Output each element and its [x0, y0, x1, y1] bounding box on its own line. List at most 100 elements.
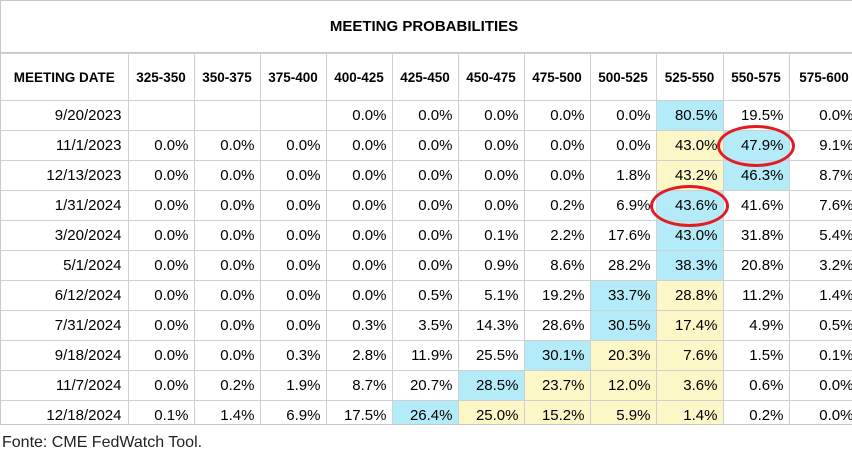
- probability-cell: 7.6%: [655, 340, 724, 371]
- probability-cell: 6.9%: [259, 400, 327, 424]
- table-row: 3/20/2024 0.0% 0.0% 0.0% 0.0% 0.0% 0.1% 2.2% 17.…: [1, 220, 852, 251]
- probability-cell: 0.0%: [325, 190, 393, 221]
- meeting-date-cell: 6/12/2024: [1, 280, 129, 311]
- probability-cell: 0.0%: [193, 340, 261, 371]
- probability-cell: 43.2%: [655, 160, 724, 191]
- probability-cell: 38.3%: [655, 250, 724, 281]
- meeting-date-cell: 1/31/2024: [1, 190, 129, 221]
- table-row: 1/31/2024 0.0% 0.0% 0.0% 0.0% 0.0% 0.0% 0.2% 6.9…: [1, 190, 852, 221]
- table-row: 12/13/2023 0.0% 0.0% 0.0% 0.0% 0.0% 0.0% 0.0% 1.…: [1, 160, 852, 191]
- probability-cell: 0.0%: [523, 160, 591, 191]
- probability-cell: 5.9%: [589, 400, 657, 424]
- probability-cell: 28.5%: [457, 370, 525, 401]
- probability-cell: 6.9%: [589, 190, 657, 221]
- probability-cell: 0.5%: [788, 310, 852, 341]
- probability-cell: 30.5%: [589, 310, 657, 341]
- probability-cell: 0.2%: [523, 190, 591, 221]
- probability-cell: 0.0%: [457, 160, 525, 191]
- probability-cell: 1.9%: [259, 370, 327, 401]
- probability-cell: 0.0%: [589, 130, 657, 161]
- probability-cell: 7.6%: [788, 190, 852, 221]
- column-header-350-375: 350-375: [193, 53, 261, 101]
- probability-cell: 43.6%: [655, 190, 724, 221]
- probability-cell: 20.8%: [722, 250, 790, 281]
- probability-cell: 11.2%: [722, 280, 790, 311]
- meeting-date-cell: 9/20/2023: [1, 100, 129, 131]
- header-row: MEETING DATE 325-350 350-375 375-400 400-425…: [1, 53, 852, 101]
- column-header-400-425: 400-425: [325, 53, 393, 101]
- probability-cell: 28.8%: [655, 280, 724, 311]
- probability-cell: 0.0%: [127, 220, 195, 251]
- probability-cell: 0.0%: [325, 220, 393, 251]
- probability-cell: 43.0%: [655, 220, 724, 251]
- probability-cell: 0.0%: [325, 160, 393, 191]
- probability-cell: 0.0%: [457, 130, 525, 161]
- probability-cell: 23.7%: [523, 370, 591, 401]
- probability-cell: 11.9%: [391, 340, 459, 371]
- probability-cell: [259, 100, 327, 131]
- probability-cell: 0.6%: [722, 370, 790, 401]
- column-header-325-350: 325-350: [127, 53, 195, 101]
- probability-cell: 1.4%: [193, 400, 261, 424]
- probability-cell: 0.0%: [523, 130, 591, 161]
- probability-cell: 0.0%: [259, 310, 327, 341]
- probability-cell: 47.9%: [722, 130, 790, 161]
- probability-cell: 0.0%: [127, 340, 195, 371]
- probability-cell: 25.5%: [457, 340, 525, 371]
- probability-cell: 19.2%: [523, 280, 591, 311]
- probability-cell: 3.6%: [655, 370, 724, 401]
- probability-cell: 0.0%: [523, 100, 591, 131]
- meeting-date-cell: 11/1/2023: [1, 130, 129, 161]
- probability-cell: 0.0%: [127, 190, 195, 221]
- probability-cell: 0.0%: [788, 370, 852, 401]
- probability-cell: 3.2%: [788, 250, 852, 281]
- column-header-525-550: 525-550: [655, 53, 724, 101]
- probability-cell: 25.0%: [457, 400, 525, 424]
- probability-cell: 8.6%: [523, 250, 591, 281]
- probability-cell: 0.0%: [391, 250, 459, 281]
- probability-cell: 0.0%: [193, 130, 261, 161]
- probability-cell: 0.0%: [259, 190, 327, 221]
- column-header-425-450: 425-450: [391, 53, 459, 101]
- probability-cell: 0.0%: [193, 220, 261, 251]
- probability-cell: 9.1%: [788, 130, 852, 161]
- table-row: 11/7/2024 0.0% 0.2% 1.9% 8.7% 20.7% 28.5% 23.7%…: [1, 370, 852, 401]
- source-note: Fonte: CME FedWatch Tool.: [2, 434, 203, 451]
- probability-cell: 0.0%: [193, 310, 261, 341]
- probability-cell: 20.3%: [589, 340, 657, 371]
- probability-cell: 0.1%: [127, 400, 195, 424]
- probability-cell: 0.0%: [259, 130, 327, 161]
- column-header-475-500: 475-500: [523, 53, 591, 101]
- probability-cell: 33.7%: [589, 280, 657, 311]
- probability-cell: 0.9%: [457, 250, 525, 281]
- probability-cell: 5.4%: [788, 220, 852, 251]
- probability-table-frame: MEETING PROBABILITIES MEETING DATE 325-35…: [0, 0, 852, 425]
- probability-cell: 4.9%: [722, 310, 790, 341]
- probability-cell: 0.0%: [325, 250, 393, 281]
- probability-cell: 0.0%: [127, 280, 195, 311]
- table-row: 9/18/2024 0.0% 0.0% 0.3% 2.8% 11.9% 25.5% 30.1%…: [1, 340, 852, 371]
- probability-cell: 46.3%: [722, 160, 790, 191]
- table-row: 11/1/2023 0.0% 0.0% 0.0% 0.0% 0.0% 0.0% 0.0% 0.0…: [1, 130, 852, 161]
- probability-cell: 30.1%: [523, 340, 591, 371]
- probability-cell: 0.0%: [259, 160, 327, 191]
- probability-cell: 41.6%: [722, 190, 790, 221]
- probability-cell: 14.3%: [457, 310, 525, 341]
- probability-cell: 0.0%: [259, 250, 327, 281]
- probability-cell: 17.4%: [655, 310, 724, 341]
- probability-cell: 0.2%: [722, 400, 790, 424]
- probability-cell: 43.0%: [655, 130, 724, 161]
- probability-cell: 0.0%: [457, 190, 525, 221]
- meeting-date-cell: 11/7/2024: [1, 370, 129, 401]
- column-header-500-525: 500-525: [589, 53, 657, 101]
- column-header-550-575: 550-575: [722, 53, 790, 101]
- probability-cell: 0.0%: [193, 280, 261, 311]
- probability-cell: 0.0%: [259, 280, 327, 311]
- probability-cell: 0.0%: [325, 100, 393, 131]
- meeting-date-cell: 12/18/2024: [1, 400, 129, 424]
- probability-cell: 28.6%: [523, 310, 591, 341]
- probability-cell: 1.5%: [722, 340, 790, 371]
- probability-cell: 12.0%: [589, 370, 657, 401]
- meeting-date-cell: 7/31/2024: [1, 310, 129, 341]
- probability-cell: 0.0%: [259, 220, 327, 251]
